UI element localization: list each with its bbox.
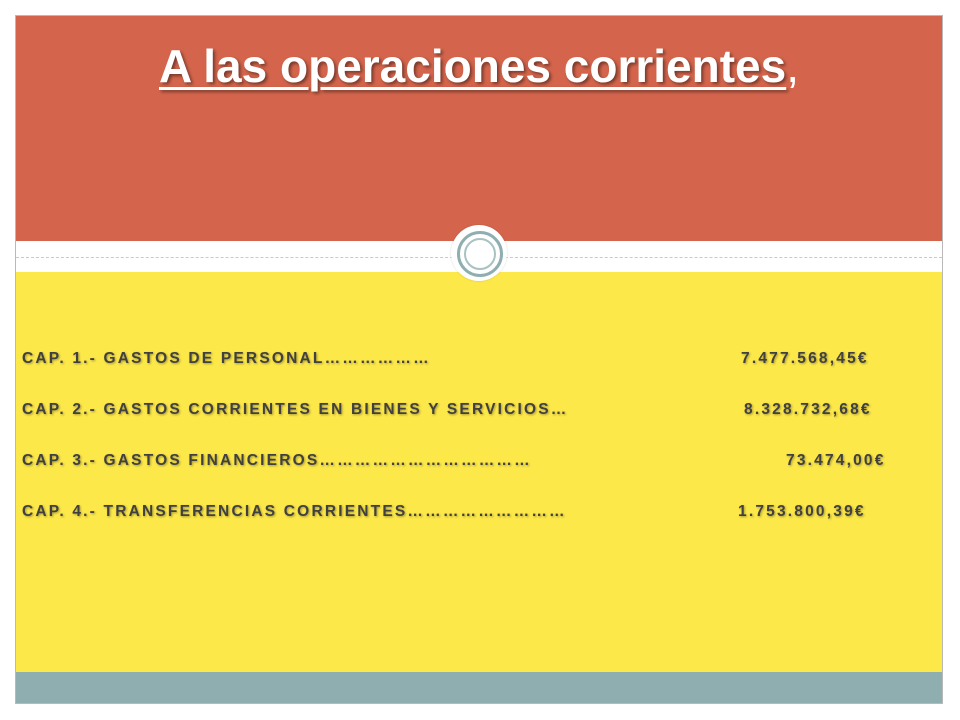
item-label: CAP. 4.- TRANSFERENCIAS CORRIENTES………………… [22, 503, 567, 520]
content-band: CAP. 1.- GASTOS DE PERSONAL……………… 7.477.… [16, 272, 942, 672]
list-item: CAP. 4.- TRANSFERENCIAS CORRIENTES………………… [16, 503, 942, 527]
item-label: CAP. 2.- GASTOS CORRIENTES EN BIENES Y S… [22, 401, 569, 418]
budget-list: CAP. 1.- GASTOS DE PERSONAL……………… 7.477.… [16, 272, 942, 672]
item-amount: 7.477.568,45€ [741, 350, 869, 367]
list-item: CAP. 3.- GASTOS FINANCIEROS……………………………… … [16, 452, 942, 476]
item-amount: 73.474,00€ [786, 452, 886, 469]
list-item: CAP. 2.- GASTOS CORRIENTES EN BIENES Y S… [16, 401, 942, 425]
divider-circle-inner [464, 238, 496, 270]
divider-circle-ring [457, 231, 503, 277]
title-band: A las operaciones corrientes, [16, 16, 942, 241]
slide-title-suffix: , [786, 40, 799, 92]
item-label: CAP. 1.- GASTOS DE PERSONAL……………… [22, 350, 431, 367]
footer-band [16, 672, 942, 703]
slide: A las operaciones corrientes, CAP. 1.- G… [15, 15, 943, 704]
item-amount: 8.328.732,68€ [744, 401, 872, 418]
slide-title: A las operaciones corrientes, [16, 38, 942, 94]
item-amount: 1.753.800,39€ [738, 503, 866, 520]
list-item: CAP. 1.- GASTOS DE PERSONAL……………… 7.477.… [16, 350, 942, 374]
slide-title-text: A las operaciones corrientes [158, 40, 787, 92]
item-label: CAP. 3.- GASTOS FINANCIEROS……………………………… [22, 452, 532, 469]
divider-circle-ornament [451, 225, 507, 281]
